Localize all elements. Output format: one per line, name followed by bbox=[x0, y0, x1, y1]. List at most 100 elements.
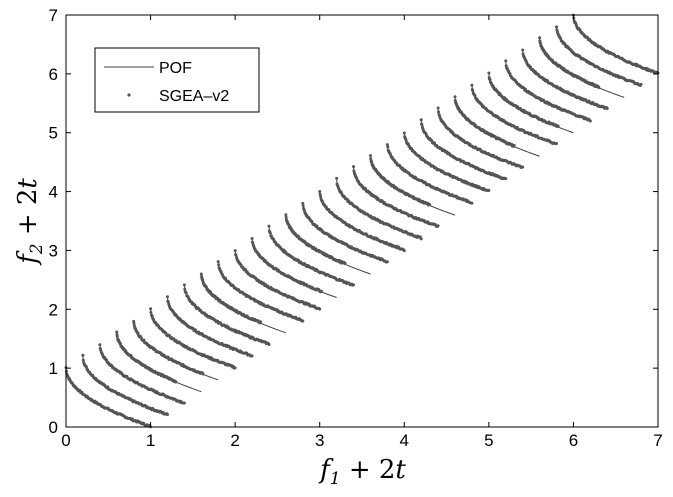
sgea-point bbox=[233, 366, 237, 370]
x-tick-label: 5 bbox=[484, 431, 493, 450]
sgea-point bbox=[174, 380, 178, 384]
sgea-point bbox=[436, 110, 440, 114]
x-tick-label: 1 bbox=[146, 431, 155, 450]
y-tick-label: 3 bbox=[49, 241, 58, 260]
sgea-point bbox=[301, 319, 305, 323]
sgea-point bbox=[588, 119, 592, 123]
y-axis-label-subscript: 2 bbox=[27, 243, 47, 255]
x-tick-label: 7 bbox=[653, 431, 662, 450]
sgea-point bbox=[267, 343, 271, 347]
sgea-point bbox=[301, 204, 305, 208]
sgea-point bbox=[470, 83, 474, 87]
sgea-point bbox=[284, 213, 288, 217]
plot-frame bbox=[65, 14, 659, 428]
sgea-point bbox=[216, 260, 220, 264]
sgea-point bbox=[538, 36, 542, 40]
sgea-point bbox=[335, 176, 339, 180]
sgea-point bbox=[473, 94, 477, 98]
x-tick-label: 3 bbox=[315, 431, 324, 450]
sgea-point bbox=[259, 320, 263, 324]
y-axis-label: f2 + 2t bbox=[13, 178, 47, 266]
sgea-point bbox=[556, 124, 560, 128]
sgea-point bbox=[234, 253, 238, 257]
y-axis-label-rest: + 2 bbox=[13, 189, 43, 244]
sgea-point bbox=[268, 231, 272, 235]
sgea-point bbox=[487, 71, 491, 75]
sgea-point bbox=[368, 154, 372, 158]
sgea-point bbox=[81, 353, 85, 357]
y-tick-label: 7 bbox=[49, 6, 58, 25]
x-axis-ticks: 0 1 2 3 4 5 6 7 bbox=[61, 15, 663, 450]
y-axis-ticks: 0 1 2 3 4 5 6 7 bbox=[49, 6, 658, 437]
x-tick-label: 2 bbox=[230, 431, 239, 450]
sgea-point bbox=[385, 260, 389, 264]
sgea-point bbox=[164, 331, 168, 335]
sgea-point bbox=[436, 224, 440, 228]
sgea-point bbox=[182, 401, 186, 405]
sgea-point bbox=[402, 131, 406, 135]
sgea-point bbox=[521, 48, 525, 52]
sgea-point bbox=[352, 165, 356, 169]
sgea-point bbox=[352, 283, 356, 287]
sgea-point bbox=[132, 321, 136, 325]
y-axis-label-t: t bbox=[13, 178, 43, 189]
y-tick-label: 5 bbox=[49, 124, 58, 143]
sgea-point bbox=[134, 327, 138, 331]
sgea-point bbox=[419, 118, 423, 122]
sgea-point bbox=[504, 59, 508, 63]
sgea-point bbox=[115, 330, 119, 334]
y-tick-label: 2 bbox=[49, 300, 58, 319]
sgea-point bbox=[352, 169, 356, 173]
sgea-point bbox=[453, 95, 457, 99]
sgea-point bbox=[149, 307, 153, 311]
x-tick-label: 0 bbox=[61, 431, 70, 450]
sgea-point bbox=[488, 77, 492, 81]
sgea-point bbox=[419, 237, 423, 241]
sgea-point bbox=[319, 195, 323, 198]
sgea-point bbox=[428, 203, 432, 207]
sgea-point bbox=[98, 343, 102, 347]
sgea-point bbox=[639, 82, 643, 86]
sgea-point bbox=[504, 177, 508, 181]
sgea-point bbox=[165, 295, 169, 299]
sgea-point bbox=[182, 283, 186, 287]
legend-box bbox=[94, 47, 260, 113]
sgea-point bbox=[386, 145, 390, 149]
sgea-point bbox=[597, 85, 601, 89]
legend: POF SGEA–v2 bbox=[94, 47, 260, 113]
sgea-point bbox=[343, 261, 347, 265]
sgea-point bbox=[318, 307, 322, 311]
sgea-point bbox=[201, 372, 205, 376]
legend-pof-label: POF bbox=[159, 60, 192, 77]
sgea-point bbox=[142, 338, 146, 342]
y-tick-label: 6 bbox=[49, 65, 58, 84]
x-axis-label-rest: + 2 bbox=[341, 455, 396, 485]
sgea-point bbox=[119, 342, 122, 346]
y-tick-label: 0 bbox=[49, 418, 58, 437]
sgea-point bbox=[420, 123, 424, 127]
sgea-point bbox=[521, 52, 525, 56]
sgea-point bbox=[385, 143, 389, 147]
sgea-point bbox=[555, 142, 559, 146]
sgea-point bbox=[436, 106, 440, 110]
sgea-point bbox=[251, 241, 255, 245]
sgea-point bbox=[165, 413, 169, 417]
x-axis-label: f1 + 2t bbox=[318, 455, 406, 489]
sgea-point bbox=[559, 37, 563, 41]
x-axis-label-subscript: 1 bbox=[330, 469, 341, 489]
legend-sgea-swatch bbox=[127, 93, 131, 97]
sgea-point bbox=[233, 249, 237, 253]
sgea-point bbox=[184, 291, 188, 295]
y-tick-label: 1 bbox=[49, 359, 58, 378]
sgea-point bbox=[555, 25, 559, 29]
sgea-point bbox=[183, 287, 187, 291]
sgea-point bbox=[521, 165, 525, 169]
sgea-point bbox=[267, 224, 271, 228]
sgea-point bbox=[217, 263, 221, 267]
sgea-point bbox=[250, 236, 254, 240]
sgea-point bbox=[199, 272, 203, 276]
sgea-point bbox=[301, 201, 305, 205]
y-tick-label: 4 bbox=[49, 183, 58, 202]
